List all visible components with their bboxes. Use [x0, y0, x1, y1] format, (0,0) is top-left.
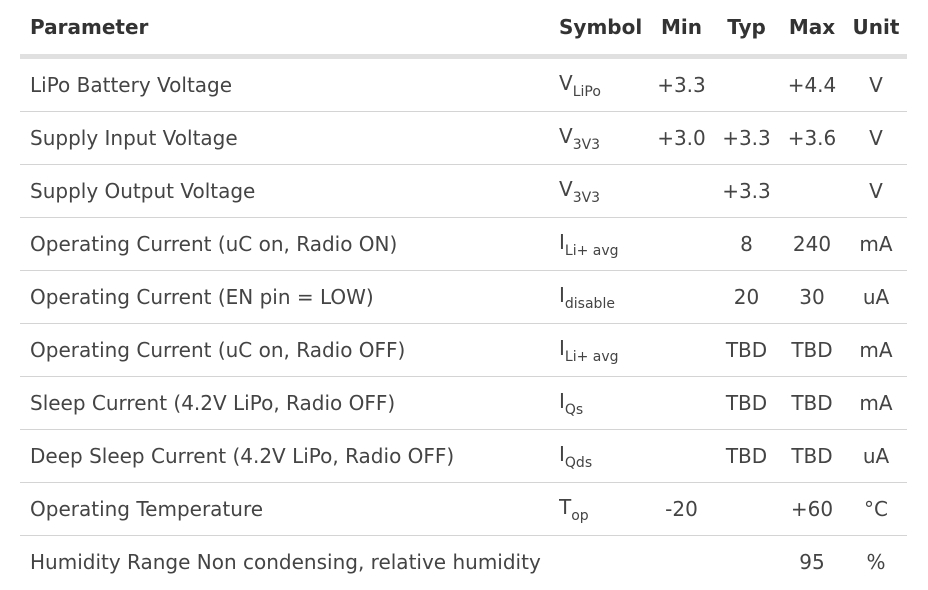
symbol-base: I	[559, 388, 565, 413]
unit-cell: V	[845, 164, 907, 218]
typ-cell: +3.3	[714, 164, 779, 218]
header-parameter: Parameter	[20, 0, 559, 59]
max-cell: TBD	[779, 323, 845, 377]
table-row: Supply Output Voltage V3V3 +3.3 V	[20, 164, 907, 218]
symbol-base: I	[559, 229, 565, 254]
symbol-base: V	[559, 123, 573, 148]
parameter-cell: Deep Sleep Current (4.2V LiPo, Radio OFF…	[20, 429, 559, 483]
symbol-subscript: Qs	[564, 401, 584, 418]
max-cell: 240	[779, 217, 845, 271]
unit-cell: mA	[845, 323, 907, 377]
min-cell: +3.0	[649, 111, 714, 165]
typ-cell	[714, 536, 779, 589]
specifications-table: Parameter Symbol Min Typ Max Unit LiPo B…	[20, 0, 907, 588]
symbol-subscript: LiPo	[572, 83, 601, 100]
symbol-base: I	[559, 441, 565, 466]
symbol-cell: V3V3	[559, 164, 649, 218]
symbol-subscript: 3V3	[572, 189, 601, 206]
typ-cell: TBD	[714, 429, 779, 483]
parameter-cell: LiPo Battery Voltage	[20, 56, 559, 112]
symbol-cell: ILi+ avg	[559, 217, 649, 271]
symbol-cell: VLiPo	[559, 56, 649, 112]
parameter-cell: Supply Output Voltage	[20, 164, 559, 218]
symbol-base: V	[559, 70, 573, 95]
min-cell	[649, 164, 714, 218]
typ-cell: 20	[714, 270, 779, 324]
symbol-base: I	[559, 335, 565, 360]
min-cell	[649, 323, 714, 377]
header-max: Max	[779, 0, 845, 59]
header-min: Min	[649, 0, 714, 59]
table-row: Humidity Range Non condensing, relative …	[20, 536, 907, 589]
max-cell: +4.4	[779, 56, 845, 112]
parameter-cell: Operating Temperature	[20, 482, 559, 536]
table-row: Operating Current (EN pin = LOW) Idisabl…	[20, 270, 907, 324]
symbol-base: V	[559, 176, 573, 201]
header-unit: Unit	[845, 0, 907, 59]
parameter-cell: Supply Input Voltage	[20, 111, 559, 165]
parameter-cell: Humidity Range Non condensing, relative …	[30, 550, 541, 574]
typ-cell: TBD	[714, 376, 779, 430]
unit-cell: uA	[845, 270, 907, 324]
table-row: Sleep Current (4.2V LiPo, Radio OFF) IQs…	[20, 376, 907, 430]
unit-cell: mA	[845, 376, 907, 430]
symbol-subscript: Qds	[564, 454, 593, 471]
unit-cell: mA	[845, 217, 907, 271]
min-cell	[649, 376, 714, 430]
min-cell: -20	[649, 482, 714, 536]
unit-cell: V	[845, 111, 907, 165]
unit-cell: °C	[845, 482, 907, 536]
max-cell: 30	[779, 270, 845, 324]
min-cell	[649, 536, 714, 589]
min-cell	[649, 270, 714, 324]
symbol-cell: Idisable	[559, 270, 649, 324]
max-cell: TBD	[779, 376, 845, 430]
min-cell	[649, 217, 714, 271]
max-cell: +3.6	[779, 111, 845, 165]
table-row: Operating Current (uC on, Radio OFF) ILi…	[20, 323, 907, 377]
header-symbol: Symbol	[559, 0, 649, 59]
symbol-cell: IQds	[559, 429, 649, 483]
table-row: Operating Temperature Top -20 +60 °C	[20, 482, 907, 536]
table-row: Operating Current (uC on, Radio ON) ILi+…	[20, 217, 907, 271]
symbol-base: T	[559, 494, 572, 519]
table-row: Deep Sleep Current (4.2V LiPo, Radio OFF…	[20, 429, 907, 483]
parameter-cell: Operating Current (uC on, Radio ON)	[20, 217, 559, 271]
table-row: Supply Input Voltage V3V3 +3.0 +3.3 +3.6…	[20, 111, 907, 165]
symbol-subscript: Li+ avg	[564, 348, 619, 365]
min-cell: +3.3	[649, 56, 714, 112]
symbol-base: I	[559, 282, 565, 307]
max-cell: 95	[799, 550, 825, 574]
header-typ: Typ	[714, 0, 779, 59]
table-header: Parameter Symbol Min Typ Max Unit	[20, 0, 907, 59]
max-cell	[779, 164, 845, 218]
symbol-cell: V3V3	[559, 111, 649, 165]
header-row: Parameter Symbol Min Typ Max Unit	[20, 0, 907, 59]
unit-cell: uA	[845, 429, 907, 483]
unit-cell: %	[866, 550, 886, 574]
symbol-cell: ILi+ avg	[559, 323, 649, 377]
max-cell: +60	[779, 482, 845, 536]
symbol-cell: IQs	[559, 376, 649, 430]
min-cell	[649, 429, 714, 483]
parameter-cell: Operating Current (uC on, Radio OFF)	[20, 323, 559, 377]
table-row: LiPo Battery Voltage VLiPo +3.3 +4.4 V	[20, 56, 907, 112]
typ-cell	[714, 56, 779, 112]
typ-cell: 8	[714, 217, 779, 271]
typ-cell: TBD	[714, 323, 779, 377]
symbol-subscript: Li+ avg	[564, 242, 619, 259]
unit-cell: V	[845, 56, 907, 112]
parameter-cell: Sleep Current (4.2V LiPo, Radio OFF)	[20, 376, 559, 430]
symbol-cell	[559, 536, 649, 589]
typ-cell	[714, 482, 779, 536]
max-cell: TBD	[779, 429, 845, 483]
symbol-subscript: 3V3	[572, 136, 601, 153]
symbol-subscript: op	[571, 507, 589, 524]
symbol-cell: Top	[559, 482, 649, 536]
table-body: LiPo Battery Voltage VLiPo +3.3 +4.4 V S…	[20, 56, 907, 589]
typ-cell: +3.3	[714, 111, 779, 165]
symbol-subscript: disable	[564, 295, 615, 312]
parameter-cell: Operating Current (EN pin = LOW)	[20, 270, 559, 324]
